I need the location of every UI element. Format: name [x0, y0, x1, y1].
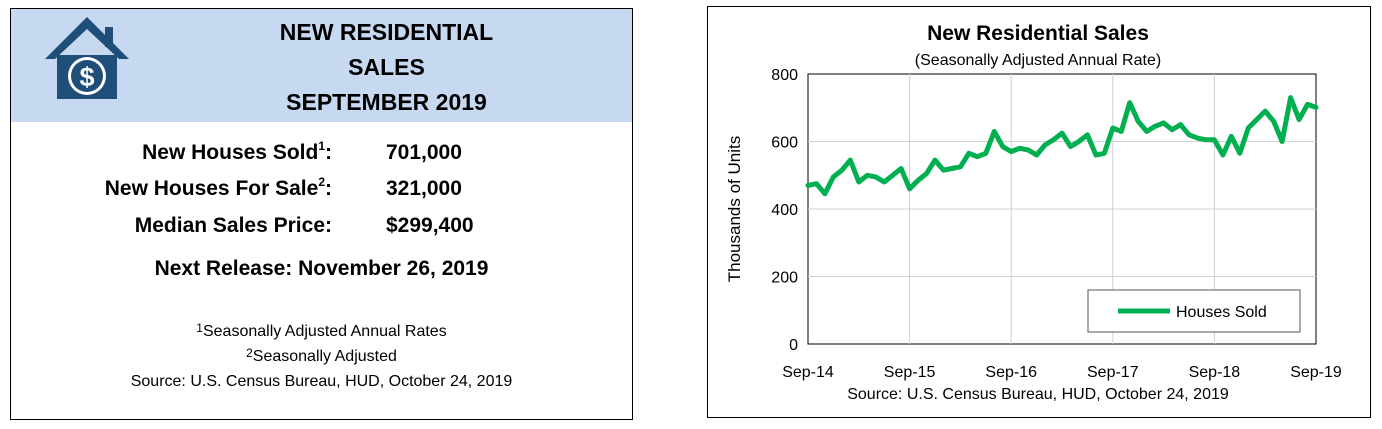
y-tick-label: 800 [771, 67, 798, 84]
x-tick-label: Sep-16 [985, 364, 1037, 381]
legend: Houses Sold [1087, 289, 1301, 333]
y-tick-label: 600 [771, 135, 798, 152]
footnote-2: 2Seasonally Adjusted [246, 346, 397, 365]
stat-label: New Houses Sold1: [142, 139, 332, 164]
title-line: NEW RESIDENTIAL [279, 19, 494, 45]
house-dollar-icon: $ [45, 17, 129, 99]
stat-label: New Houses For Sale2: [104, 175, 332, 200]
stat-value: 701,000 [386, 141, 462, 164]
stat-median-price: Median Sales Price: $299,400 [11, 214, 632, 244]
y-axis: 0 200 400 600 800 [771, 67, 798, 354]
stat-value: 321,000 [386, 177, 462, 200]
stat-houses-for-sale: New Houses For Sale2: 321,000 [11, 175, 632, 207]
legend-box [1087, 289, 1301, 333]
chart-subtitle: (Seasonally Adjusted Annual Rate) [915, 52, 1161, 69]
legend-label: Houses Sold [1176, 304, 1267, 321]
x-tick-label: Sep-18 [1189, 364, 1241, 381]
stat-label: Median Sales Price: [134, 214, 332, 237]
footnote-1: 1Seasonally Adjusted Annual Rates [196, 321, 447, 340]
x-axis: Sep-14 Sep-15 Sep-16 Sep-17 Sep-18 Sep-19 [782, 364, 1342, 381]
chart-title: New Residential Sales [927, 22, 1149, 45]
y-tick-label: 0 [789, 337, 798, 354]
x-tick-label: Sep-19 [1290, 364, 1342, 381]
next-release: Next Release: November 26, 2019 [154, 257, 489, 280]
chart-source: Source: U.S. Census Bureau, HUD, October… [847, 386, 1229, 403]
y-axis-title: Thousands of Units [725, 136, 744, 282]
x-tick-label: Sep-14 [782, 364, 834, 381]
svg-text:$: $ [79, 62, 94, 92]
chart: New Residential Sales (Seasonally Adjust… [725, 22, 1342, 403]
summary-title: NEW RESIDENTIAL SALES SEPTEMBER 2019 [151, 15, 622, 120]
title-line: SALES [348, 54, 425, 80]
y-tick-label: 200 [771, 270, 798, 287]
stat-houses-sold: New Houses Sold1: 701,000 [11, 139, 632, 171]
title-line: SEPTEMBER 2019 [286, 89, 487, 115]
series-houses-sold-line [805, 95, 1319, 197]
x-tick-label: Sep-15 [884, 364, 936, 381]
chart-panel: New Residential Sales (Seasonally Adjust… [707, 6, 1371, 418]
summary-panel: $ NEW RESIDENTIAL SALES SEPTEMBER 2019 N… [10, 8, 633, 420]
summary-header: $ NEW RESIDENTIAL SALES SEPTEMBER 2019 [11, 9, 632, 122]
y-tick-label: 400 [771, 202, 798, 219]
x-tick-label: Sep-17 [1087, 364, 1139, 381]
source-note: Source: U.S. Census Bureau, HUD, October… [130, 373, 513, 390]
stat-value: $299,400 [386, 214, 474, 237]
